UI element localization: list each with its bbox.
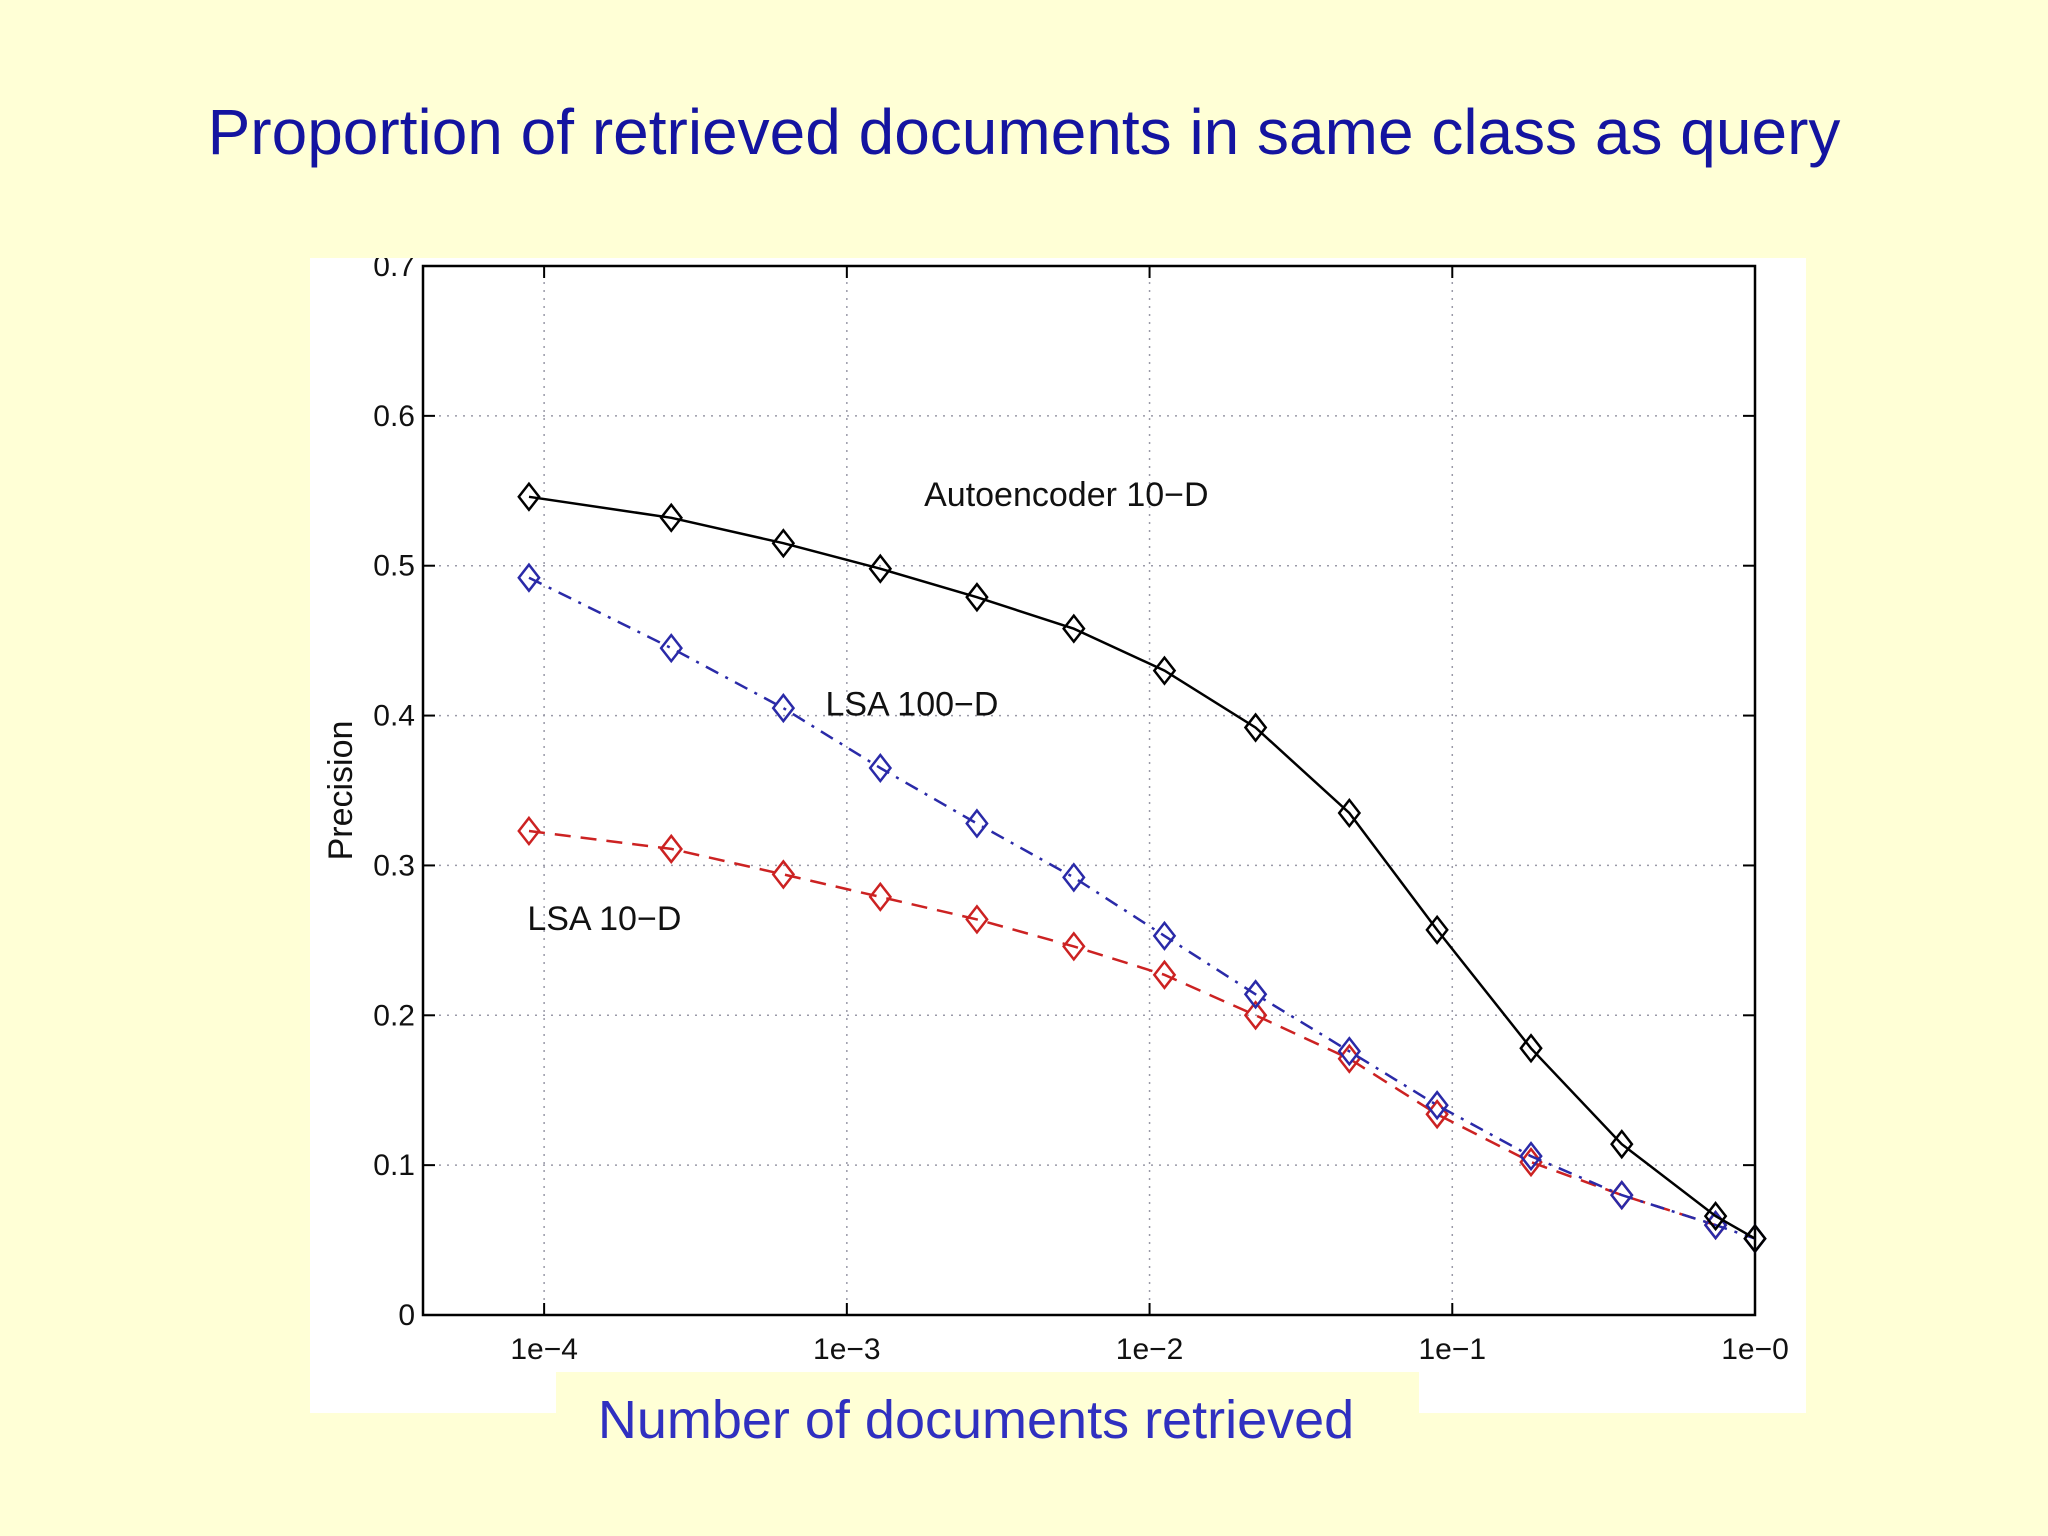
data-point-marker: [1425, 1099, 1449, 1130]
y-tick-label: 0.7: [373, 258, 415, 283]
data-point-marker: [1062, 931, 1086, 962]
y-tick-label: 0.3: [373, 849, 415, 882]
x-tick-label: 1e−0: [1721, 1333, 1789, 1366]
data-point-marker: [771, 528, 796, 559]
data-point-marker: [1703, 1201, 1728, 1232]
data-point-marker: [659, 502, 683, 533]
data-point-marker: [1610, 1180, 1634, 1211]
series-annotation: LSA 100−D: [825, 686, 998, 724]
data-point-marker: [868, 752, 893, 784]
data-point-marker: [1337, 797, 1362, 829]
precision-chart: 1e−4 1e−3 1e−2 1e−1 1e−0 0 0.1 0.2 0.3 0.4 0.5 0.6 0…: [322, 258, 1789, 1366]
data-point-marker: [1243, 979, 1268, 1010]
data-point-marker: [1337, 1036, 1362, 1067]
y-tick-label: 0.6: [373, 400, 415, 433]
data-point-marker: [1062, 862, 1086, 893]
series-annotation: Autoencoder 10−D: [924, 476, 1208, 514]
y-tick-label: 0.2: [373, 999, 415, 1032]
data-point-marker: [1743, 1223, 1767, 1254]
data-point-marker: [1062, 613, 1086, 644]
data-point-marker: [771, 859, 796, 890]
plot-frame: [421, 264, 1757, 1317]
data-point-marker: [965, 808, 989, 839]
slide-title: Proportion of retrieved documents in sam…: [207, 96, 1841, 168]
data-point-marker: [1425, 914, 1449, 945]
data-point-marker: [1425, 1090, 1449, 1121]
data-point-marker: [1519, 1141, 1543, 1172]
series-line: [528, 829, 1716, 1227]
data-point-marker: [517, 562, 541, 593]
x-tick-label: 1e−4: [510, 1333, 578, 1366]
data-point-marker: [517, 481, 541, 512]
data-point-marker: [868, 553, 893, 584]
y-tick-label: 0.5: [373, 550, 415, 583]
x-axis-caption: Number of documents retrieved: [597, 1390, 1355, 1450]
data-point-marker: [965, 904, 989, 935]
series-annotation: LSA 10−D: [527, 900, 681, 938]
y-tick-label: 0.4: [373, 700, 415, 733]
y-tick-label: 0.1: [373, 1149, 415, 1182]
x-tick-label: 1e−2: [1116, 1333, 1184, 1366]
data-point-marker: [1243, 712, 1268, 743]
data-point-marker: [1519, 1033, 1543, 1064]
y-axis-title: Precision: [322, 721, 360, 861]
data-point-marker: [1152, 655, 1177, 686]
data-point-marker: [1152, 920, 1177, 951]
data-point-marker: [517, 815, 541, 846]
x-tick-label: 1e−1: [1418, 1333, 1486, 1366]
chart-panel: 1e−4 1e−3 1e−2 1e−1 1e−0 0 0.1 0.2 0.3 0.4 0.5 0.6 0…: [310, 258, 1806, 1413]
data-point-marker: [659, 833, 683, 864]
series-line: [528, 495, 1756, 1240]
data-point-marker: [965, 582, 989, 613]
data-point-marker: [1152, 959, 1177, 990]
y-tick-label: 0: [398, 1299, 415, 1332]
data-point-marker: [1337, 1043, 1362, 1074]
series-line: [528, 576, 1756, 1240]
data-point-marker: [771, 693, 796, 724]
x-tick-label: 1e−3: [813, 1333, 881, 1366]
data-point-marker: [659, 633, 683, 664]
caption-box: Number of documents retrieved: [556, 1372, 1419, 1468]
data-point-marker: [868, 881, 893, 912]
data-point-marker: [1610, 1129, 1634, 1160]
data-point-marker: [1243, 1000, 1268, 1031]
